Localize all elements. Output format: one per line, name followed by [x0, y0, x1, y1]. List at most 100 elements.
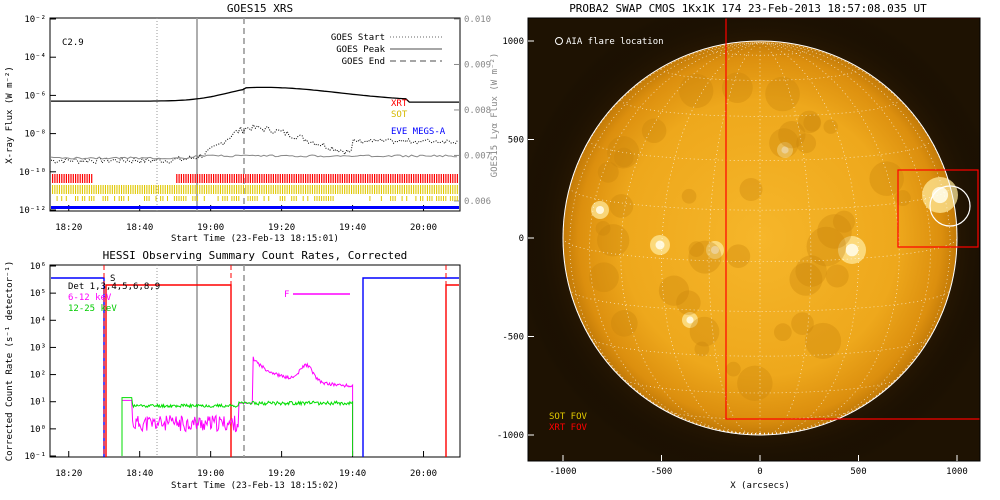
- goes-lya-line: [50, 154, 457, 160]
- active-region-core: [655, 240, 665, 250]
- goes-y-ticks: 10⁻² 10⁻⁴ 10⁻⁶ 10⁻⁸ 10⁻¹⁰ 10⁻¹²: [19, 15, 56, 216]
- coronal-mottle: [773, 323, 792, 342]
- coronal-mottle: [689, 316, 720, 347]
- xrt-bar: [254, 174, 256, 183]
- sot-bar: [121, 185, 123, 194]
- longitude-line: [661, 42, 761, 435]
- sot-bar: [68, 185, 70, 194]
- solar-limb: [562, 40, 958, 436]
- legend-goes-end: GOES End: [342, 57, 385, 67]
- xrt-bar: [394, 174, 396, 183]
- xrt-bar: [452, 174, 454, 183]
- xrt-bar: [183, 174, 185, 183]
- sot-bar: [410, 185, 412, 194]
- sot-bar: [123, 196, 125, 201]
- sot-bar: [111, 185, 113, 194]
- sot-bar: [300, 185, 302, 194]
- goes-short-channel-line: [50, 123, 459, 165]
- longitude-line: [759, 42, 859, 435]
- coronal-mottle: [789, 262, 823, 296]
- xrt-bar: [367, 174, 369, 183]
- goes-title: GOES15 XRS: [227, 2, 293, 15]
- sot-bar: [270, 185, 272, 194]
- sot-bar: [84, 185, 86, 194]
- xrt-bar: [86, 174, 88, 183]
- sot-bar: [176, 185, 178, 194]
- sot-bar: [279, 196, 281, 201]
- active-region-core: [595, 205, 605, 215]
- sot-bar: [164, 185, 166, 194]
- sot-bar: [98, 185, 100, 194]
- sot-bar: [325, 196, 327, 201]
- sot-bar: [394, 196, 396, 201]
- hessi-xlabel: Start Time (23-Feb-13 18:15:02): [171, 481, 339, 491]
- coronal-mottle: [658, 275, 690, 306]
- goes-x-tick-label: 18:40: [126, 223, 153, 233]
- xrt-bar: [321, 174, 323, 183]
- sot-bar: [286, 185, 288, 194]
- xrt-bar: [449, 174, 452, 183]
- sot-bar: [445, 185, 447, 194]
- hessi-y-tick-label: 10⁰: [30, 425, 46, 435]
- hessi-state-line-a: [105, 284, 232, 457]
- xrt-bar: [424, 174, 426, 183]
- sot-bar: [160, 185, 162, 194]
- sot-bar: [194, 196, 196, 201]
- sot-bar: [348, 185, 350, 194]
- goes-panel: GOES15 XRS C2.9 10⁻²10⁻⁴10⁻⁶10⁻⁸10⁻¹⁰10⁻…: [5, 2, 500, 244]
- sot-bar: [422, 196, 424, 201]
- sot-bar: [249, 196, 251, 201]
- coronal-mottle: [597, 224, 630, 257]
- sot-bar: [321, 185, 323, 194]
- sot-bar: [201, 185, 203, 194]
- xrt-label: XRT: [391, 99, 408, 109]
- xrt-bar: [436, 174, 438, 183]
- hessi-ylabel: Corrected Count Rate (s⁻¹ detector⁻¹): [5, 261, 15, 461]
- sot-bar: [429, 196, 431, 201]
- sot-bar: [284, 196, 286, 201]
- coronal-mottle: [869, 161, 904, 196]
- sot-bar: [208, 185, 210, 194]
- sot-bar: [114, 185, 116, 194]
- xrt-bar: [456, 174, 458, 183]
- sot-bar: [123, 185, 125, 194]
- xrt-bar: [247, 174, 249, 183]
- legend-goes-start: GOES Start: [331, 33, 385, 43]
- coronal-mottle: [803, 113, 822, 132]
- xrt-bar: [226, 174, 228, 183]
- xrt-bar: [417, 174, 419, 183]
- sot-bar: [357, 185, 359, 194]
- xrt-bar: [431, 174, 433, 183]
- sot-bar: [360, 185, 362, 194]
- sot-bar: [454, 185, 456, 194]
- sot-bar: [167, 196, 168, 201]
- xrt-bar: [52, 174, 54, 183]
- sot-bar: [93, 185, 95, 194]
- xrt-bar: [268, 174, 270, 183]
- sot-bar: [236, 185, 238, 194]
- sot-bar: [330, 185, 332, 194]
- sot-bar: [58, 185, 60, 194]
- sot-bar: [81, 185, 83, 194]
- coronal-mottle: [737, 365, 773, 402]
- xrt-bar: [286, 174, 288, 183]
- hessi-det-line-b: [362, 277, 459, 457]
- coronal-mottle: [791, 312, 814, 335]
- xrt-bar: [180, 174, 182, 183]
- sot-bar: [91, 196, 93, 201]
- hessi-frame: [49, 264, 461, 458]
- swap-y-tick-label: -1000: [497, 431, 524, 441]
- xrt-bar: [199, 174, 201, 183]
- xrt-bar: [339, 174, 341, 183]
- xrt-bar: [229, 174, 231, 183]
- sot-bar: [102, 196, 104, 201]
- sot-bar: [295, 185, 297, 194]
- sot-bar: [215, 185, 217, 194]
- sot-bar: [206, 185, 208, 194]
- sot-bar: [104, 196, 106, 201]
- xrt-bar: [79, 174, 81, 183]
- goes-class-label: C2.9: [62, 38, 84, 48]
- legend-hessi-det: Det 1,3,4,5,6,8,9: [68, 282, 160, 292]
- goes-y2-tick-label: 0.006: [464, 197, 491, 207]
- sot-bar: [61, 196, 63, 201]
